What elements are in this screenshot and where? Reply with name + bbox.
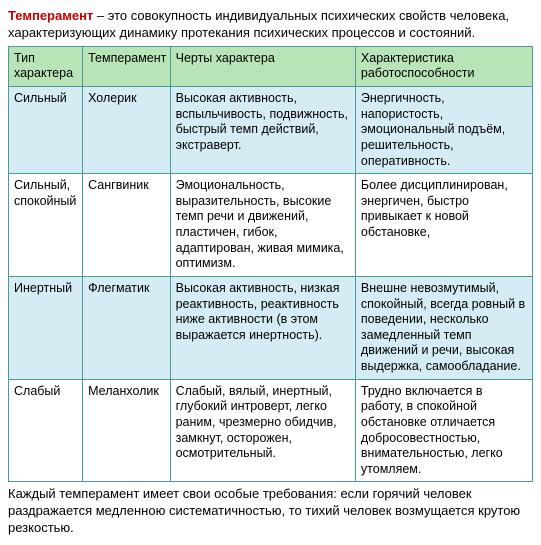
intro-paragraph: Темперамент – это совокупность индивидуа…: [8, 8, 533, 42]
outro-paragraph: Каждый темперамент имеет свои особые тре…: [8, 486, 533, 537]
header-cell: Тип характера: [9, 46, 83, 86]
table-cell: Энергичность, напористость, эмоциональны…: [355, 87, 532, 174]
table-cell: Холерик: [83, 87, 171, 174]
table-header-row: Тип характера Темперамент Черты характер…: [9, 46, 533, 86]
table-row: СлабыйМеланхоликСлабый, вялый, инертный,…: [9, 379, 533, 482]
header-cell: Темперамент: [83, 46, 171, 86]
header-cell: Черты характера: [170, 46, 355, 86]
temperament-table: Тип характера Темперамент Черты характер…: [8, 46, 533, 483]
table-cell: Инертный: [9, 276, 83, 379]
table-cell: Меланхолик: [83, 379, 171, 482]
table-cell: Трудно включается в работу, в спокойной …: [355, 379, 532, 482]
table-cell: Сильный: [9, 87, 83, 174]
table-cell: Сангвиник: [83, 174, 171, 277]
table-cell: Слабый, вялый, инертный, глубокий интров…: [170, 379, 355, 482]
table-cell: Эмоциональность, выразительность, высоки…: [170, 174, 355, 277]
table-cell: Сильный, спокойный: [9, 174, 83, 277]
table-cell: Внешне невозмутимый, спокойный, всегда р…: [355, 276, 532, 379]
table-cell: Более дисциплинирован, энергичен, быстро…: [355, 174, 532, 277]
term: Темперамент: [8, 8, 93, 23]
table-row: ИнертныйФлегматикВысокая активность, низ…: [9, 276, 533, 379]
table-cell: Флегматик: [83, 276, 171, 379]
header-cell: Характеристика работоспособности: [355, 46, 532, 86]
table-cell: Высокая активность, низкая реактивность,…: [170, 276, 355, 379]
table-cell: Высокая активность, вспыльчивость, подви…: [170, 87, 355, 174]
table-row: Сильный, спокойныйСангвиникЭмоциональнос…: [9, 174, 533, 277]
table-row: СильныйХолерикВысокая активность, вспыль…: [9, 87, 533, 174]
table-cell: Слабый: [9, 379, 83, 482]
